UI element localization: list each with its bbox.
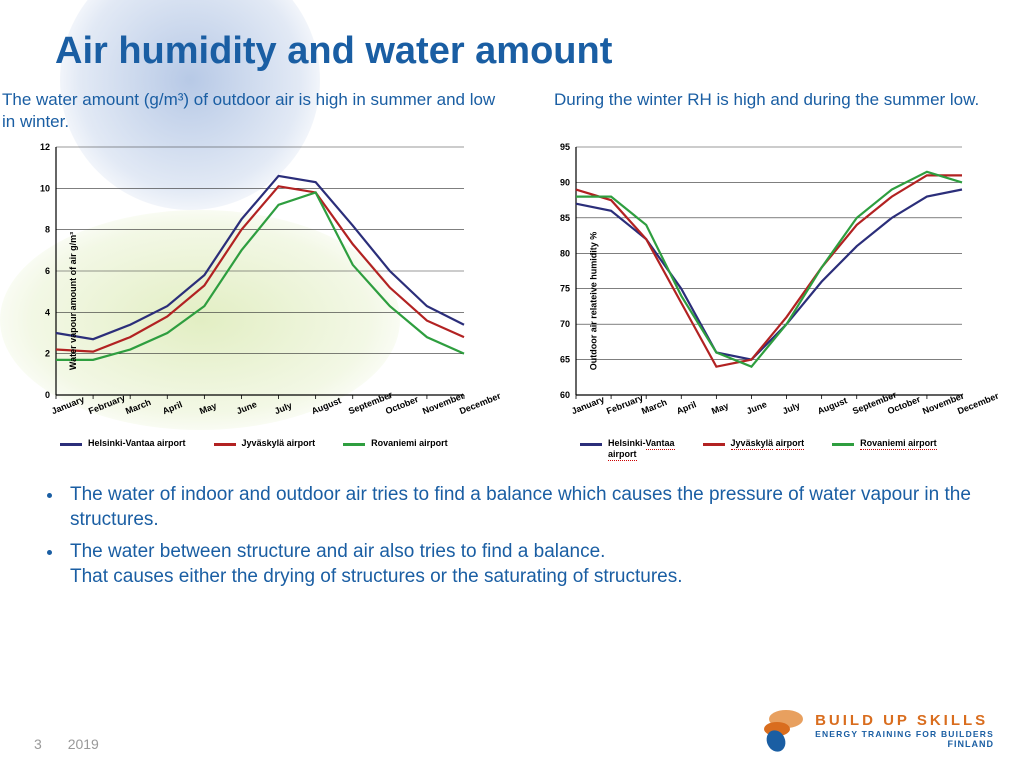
svg-text:2: 2	[45, 349, 50, 359]
legend-label: Jyväskylä airport	[242, 439, 316, 449]
logo-line3: FINLAND	[815, 739, 994, 749]
bullet-item: The water of indoor and outdoor air trie…	[64, 483, 984, 532]
legend-swatch	[832, 443, 854, 446]
chart1-svg: 0 2 4 6 8 10 12	[12, 141, 472, 401]
legend-text: Rovaniemi	[860, 439, 906, 450]
page-title: Air humidity and water amount	[0, 0, 1024, 73]
legend-label: Helsinki-Vantaa airport	[88, 439, 186, 449]
footer-year: 2019	[68, 736, 99, 752]
svg-text:8: 8	[45, 225, 50, 235]
legend-label: Rovaniemi airport	[371, 439, 448, 449]
svg-text:75: 75	[560, 284, 570, 294]
legend-text: airport	[908, 439, 937, 450]
bullet-text: That causes either the drying of structu…	[70, 566, 683, 587]
bullet-list: The water of indoor and outdoor air trie…	[0, 461, 1024, 590]
logo: BUILD UP SKILLS ENERGY TRAINING FOR BUIL…	[761, 708, 994, 752]
chart-relative-humidity: Outdoor air relateive humidity % 60 65 70 7…	[532, 141, 1002, 461]
svg-text:4: 4	[45, 308, 50, 318]
bullet-item: The water between structure and air also…	[64, 540, 984, 589]
svg-text:6: 6	[45, 266, 50, 276]
legend-text: Jyväskylä	[731, 439, 774, 450]
legend-swatch	[580, 443, 602, 446]
svg-text:0: 0	[45, 390, 50, 400]
chart2-legend: Helsinki-Vantaa airport Jyväskylä airport…	[532, 435, 1002, 461]
bullet-text: The water between structure and air also…	[70, 541, 605, 562]
svg-text:65: 65	[560, 355, 570, 365]
svg-text:85: 85	[560, 213, 570, 223]
subtitle-right: During the winter RH is high and during …	[510, 89, 980, 133]
legend-item: Rovaniemi airport	[832, 439, 937, 461]
svg-text:80: 80	[560, 248, 570, 258]
chart1-legend: Helsinki-Vantaa airport Jyväskylä airpor…	[12, 435, 512, 449]
legend-item: Jyväskylä airport	[214, 439, 316, 449]
logo-line2: ENERGY TRAINING FOR BUILDERS	[815, 729, 994, 739]
svg-text:10: 10	[40, 184, 50, 194]
chart-water-vapour: Water vapour amount of air g/m³ 0 2 4 6 8 10 1…	[12, 141, 512, 461]
chart2-ylabel: Outdoor air relateive humidity %	[588, 232, 598, 371]
chart1-xlabels: JanuaryFebruaryMarchAprilMayJuneJulyAugu…	[12, 401, 512, 435]
page-number: 3	[34, 736, 42, 752]
subtitle-left: The water amount (g/m³) of outdoor air i…	[0, 89, 510, 133]
logo-line1: BUILD UP SKILLS	[815, 712, 994, 729]
legend-swatch	[60, 443, 82, 446]
legend-item: Rovaniemi airport	[343, 439, 448, 449]
legend-text: Vantaa	[646, 439, 675, 450]
logo-icon	[761, 708, 805, 752]
svg-text:95: 95	[560, 142, 570, 152]
legend-text: Helsinki-	[608, 438, 646, 448]
legend-swatch	[703, 443, 725, 446]
legend-label: Rovaniemi airport	[860, 439, 937, 450]
legend-text: airport	[608, 450, 637, 461]
svg-text:90: 90	[560, 178, 570, 188]
chart2-xlabels: JanuaryFebruaryMarchAprilMayJuneJulyAugu…	[532, 401, 1002, 435]
svg-text:12: 12	[40, 142, 50, 152]
chart1-ylabel: Water vapour amount of air g/m³	[68, 232, 78, 370]
legend-text: airport	[776, 439, 805, 450]
svg-text:60: 60	[560, 390, 570, 400]
legend-swatch	[343, 443, 365, 446]
footer: 3 2019	[34, 736, 99, 752]
svg-text:70: 70	[560, 319, 570, 329]
legend-label: Jyväskylä airport	[731, 439, 805, 450]
legend-swatch	[214, 443, 236, 446]
legend-item: Helsinki-Vantaa airport	[580, 439, 675, 461]
legend-item: Helsinki-Vantaa airport	[60, 439, 186, 449]
legend-label: Helsinki-Vantaa airport	[608, 439, 675, 461]
legend-item: Jyväskylä airport	[703, 439, 805, 461]
